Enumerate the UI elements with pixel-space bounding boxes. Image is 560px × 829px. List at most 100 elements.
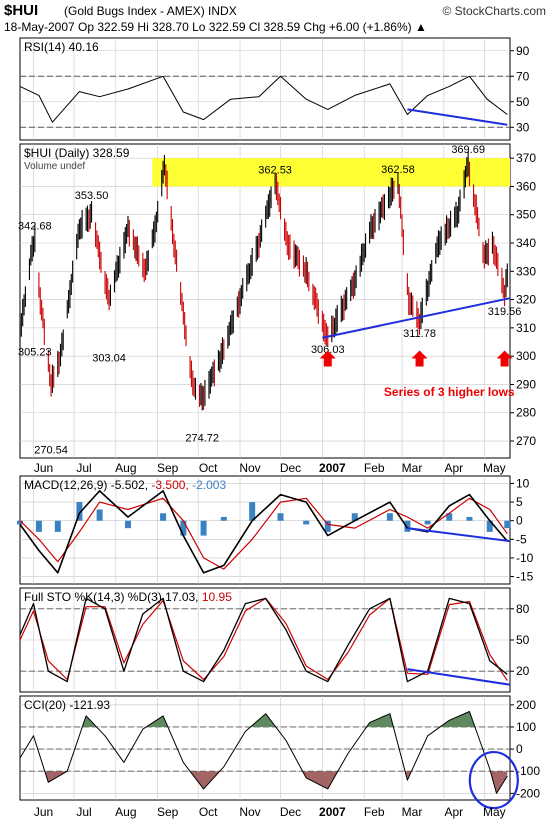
macd-ytick-label: -15 xyxy=(516,570,534,584)
macd-ytick-label: -10 xyxy=(516,551,534,565)
macd-panel-frame xyxy=(19,475,511,585)
price-label: 353.50 xyxy=(75,190,109,202)
price-ytick-label: 300 xyxy=(516,349,536,363)
x-tick-label-bottom: Jun xyxy=(34,805,53,819)
x-tick-label-bottom: Sep xyxy=(157,805,179,819)
cci-line xyxy=(19,711,508,794)
stoch-k-line xyxy=(19,597,508,683)
price-ytick-label: 270 xyxy=(516,434,536,448)
x-tick-label: Dec xyxy=(280,461,301,475)
price-ytick-label: 330 xyxy=(516,264,536,278)
chart-name: (Gold Bugs Index - AMEX) INDX xyxy=(64,4,237,18)
x-tick-label: Jul xyxy=(76,461,91,475)
macd-histogram-bar xyxy=(486,520,493,532)
cci-overbought-fill xyxy=(20,711,508,727)
brand-watermark: © StockCharts.com xyxy=(442,4,546,18)
stochastic-ytick-label: 50 xyxy=(516,633,530,647)
price-label: 369.69 xyxy=(451,144,485,156)
macd-signal-line xyxy=(19,497,508,570)
x-tick-label: Jun xyxy=(34,461,53,475)
x-tick-label: 2007 xyxy=(319,461,346,475)
price-title: $HUI (Daily) 328.59 xyxy=(24,146,130,160)
price-label: 270.54 xyxy=(34,444,68,456)
rsi-ytick-label: 50 xyxy=(516,95,530,109)
x-tick-label-bottom: Feb xyxy=(364,805,385,819)
rsi-panel-frame xyxy=(19,37,511,141)
price-ytick-label: 290 xyxy=(516,377,536,391)
x-tick-label-bottom: Nov xyxy=(239,805,260,819)
x-tick-label: Oct xyxy=(199,461,218,475)
macd-histogram-bar xyxy=(96,509,103,521)
price-label: 362.53 xyxy=(258,164,292,176)
macd-histogram-bar xyxy=(180,520,187,536)
macd-histogram-bar xyxy=(277,513,284,521)
cci-ytick-label: 200 xyxy=(516,698,536,712)
cci-ytick-label: -200 xyxy=(516,786,540,800)
macd-histogram-bar xyxy=(404,520,411,532)
macd-ytick-label: 10 xyxy=(516,476,530,490)
stochastic-ytick-label: 20 xyxy=(516,664,530,678)
macd-ytick-label: 5 xyxy=(516,495,523,509)
macd-trendline xyxy=(407,527,511,543)
x-tick-label: May xyxy=(483,461,506,475)
price-ytick-label: 350 xyxy=(516,208,536,222)
rsi-line xyxy=(19,75,508,123)
cci-ytick-label: 100 xyxy=(516,720,536,734)
x-tick-label-bottom: Aug xyxy=(115,805,136,819)
cci-ytick-label: 0 xyxy=(516,742,523,756)
price-ytick-label: 310 xyxy=(516,321,536,335)
price-label: 306.03 xyxy=(311,344,345,356)
macd-histogram-bar xyxy=(54,520,61,532)
macd-ytick-label: 0 xyxy=(516,514,523,528)
price-support-trendline xyxy=(322,297,511,339)
x-tick-label: Aug xyxy=(115,461,136,475)
rsi-label: RSI(14) 40.16 xyxy=(24,40,99,54)
macd-histogram-bar xyxy=(124,520,131,529)
price-label: 319.56 xyxy=(488,306,522,318)
macd-histogram-bar xyxy=(504,520,511,529)
x-tick-label-bottom: Mar xyxy=(402,805,423,819)
price-label: 362.58 xyxy=(381,164,415,176)
stoch-trendline xyxy=(407,668,511,686)
stoch-d-line xyxy=(19,597,508,681)
x-tick-label: Nov xyxy=(239,461,260,475)
x-tick-label: Apr xyxy=(445,461,464,475)
price-label: 342.68 xyxy=(18,220,52,232)
macd-histogram-bar xyxy=(76,502,83,521)
cci-ytick-label: -100 xyxy=(516,764,540,778)
price-label: 305.23 xyxy=(18,346,52,358)
resistance-band xyxy=(152,158,510,187)
volume-legend: Volume undef xyxy=(24,161,85,172)
macd-histogram-bar xyxy=(220,516,227,521)
higher-low-arrow xyxy=(319,350,336,367)
chart-symbol: $HUI xyxy=(4,2,39,19)
macd-histogram-bar xyxy=(160,513,167,521)
x-tick-label-bottom: 2007 xyxy=(319,805,346,819)
macd-histogram-bar xyxy=(386,513,393,521)
stochastic-ytick-label: 80 xyxy=(516,602,530,616)
macd-histogram-bar xyxy=(351,513,358,521)
price-ytick-label: 320 xyxy=(516,293,536,307)
cci-highlight-circle xyxy=(468,750,519,810)
price-ytick-label: 340 xyxy=(516,236,536,250)
x-tick-label: Feb xyxy=(364,461,385,475)
price-label: 303.04 xyxy=(92,353,126,365)
rsi-ytick-label: 90 xyxy=(516,44,530,58)
macd-histogram-bar xyxy=(249,502,256,521)
stoch-label: Full STO %K(14,3) %D(3) 17.03, 10.95 xyxy=(24,590,232,604)
x-tick-label: Sep xyxy=(157,461,179,475)
price-panel-frame xyxy=(19,143,511,459)
price-ytick-label: 370 xyxy=(516,151,536,165)
macd-histogram-bar xyxy=(324,520,331,532)
price-ytick-label: 360 xyxy=(516,179,536,193)
macd-histogram-bar xyxy=(424,520,431,525)
x-tick-label: Mar xyxy=(402,461,423,475)
rsi-ytick-label: 70 xyxy=(516,69,530,83)
higher-lows-note: Series of 3 higher lows xyxy=(384,385,515,399)
x-tick-label-bottom: Apr xyxy=(445,805,464,819)
x-tick-label-bottom: Jul xyxy=(76,805,91,819)
macd-line xyxy=(19,490,508,574)
macd-histogram-bar xyxy=(17,520,23,525)
macd-histogram-bar xyxy=(466,516,473,521)
